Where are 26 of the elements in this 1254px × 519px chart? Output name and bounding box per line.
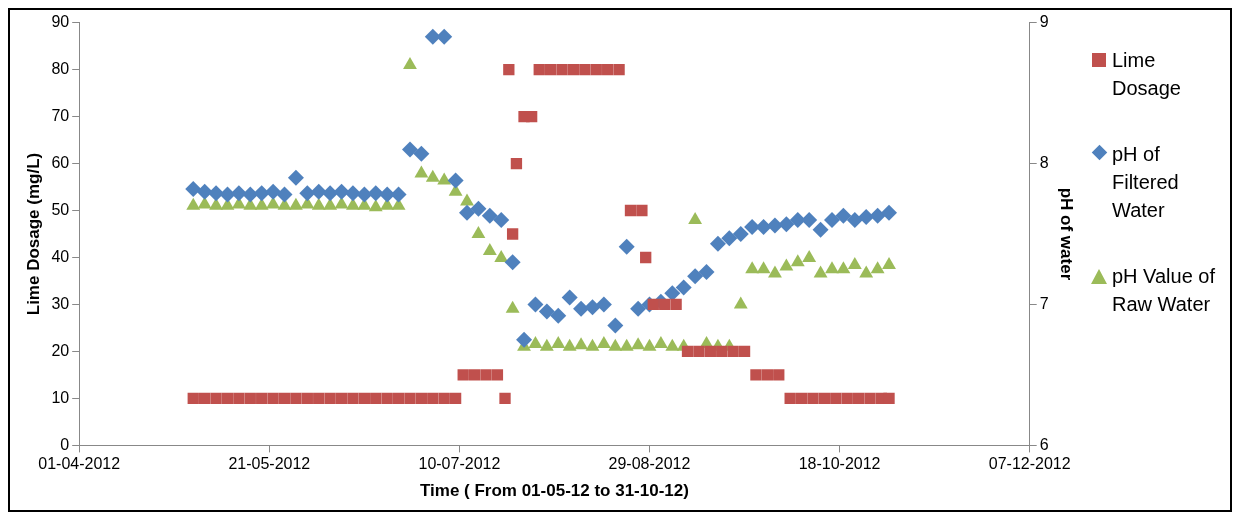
- x-axis-title: Time ( From 01-05-12 to 31-10-12): [419, 481, 689, 501]
- y-tick-label: 50: [51, 200, 70, 218]
- y2-axis-title: pH of water: [1057, 187, 1077, 281]
- y-tick-label: 70: [51, 106, 70, 124]
- y-tick-label: 80: [51, 59, 70, 77]
- y-axis-title: Lime Dosage (mg/L): [23, 152, 43, 316]
- x-tick-label: 01-04-2012: [38, 455, 121, 473]
- legend-label: pH of Filtered Water: [1112, 142, 1180, 223]
- x-tick-label: 21-05-2012: [228, 455, 311, 473]
- y-tick-label: 60: [51, 153, 70, 171]
- x-tick-label: 07-12-2012: [988, 455, 1071, 473]
- y-tick-label: 30: [51, 294, 70, 312]
- x-tick-label: 18-10-2012: [798, 455, 881, 473]
- y2-tick-label: 8: [1039, 153, 1049, 171]
- y-tick-label: 40: [51, 247, 70, 265]
- y-tick-label: 10: [51, 388, 70, 406]
- y2-tick-label: 6: [1039, 435, 1049, 453]
- legend-label: Lime Dosage: [1112, 48, 1182, 101]
- y-tick-label: 90: [51, 13, 70, 31]
- x-tick-label: 10-07-2012: [418, 455, 501, 473]
- y2-tick-label: 7: [1039, 294, 1049, 312]
- legend-label: pH Value of Raw Water: [1112, 264, 1217, 317]
- y-tick-label: 20: [51, 341, 70, 359]
- y2-tick-label: 9: [1039, 13, 1049, 31]
- x-tick-label: 29-08-2012: [608, 455, 691, 473]
- y-tick-label: 0: [60, 435, 70, 453]
